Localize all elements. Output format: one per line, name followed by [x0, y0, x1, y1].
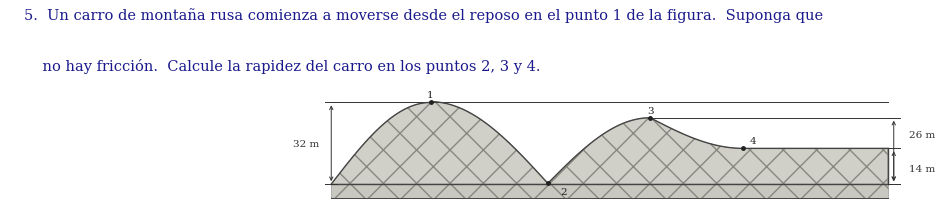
Text: 26 m: 26 m [909, 130, 935, 139]
Text: 32 m: 32 m [293, 139, 320, 148]
Polygon shape [331, 102, 887, 184]
Text: 14 m: 14 m [909, 164, 935, 173]
Text: 2: 2 [560, 187, 567, 196]
Text: no hay fricción.  Calcule la rapidez del carro en los puntos 2, 3 y 4.: no hay fricción. Calcule la rapidez del … [24, 59, 540, 74]
Text: 1: 1 [427, 91, 434, 100]
Text: 4: 4 [749, 136, 756, 145]
Text: 3: 3 [647, 106, 653, 115]
Polygon shape [331, 184, 887, 198]
Text: 5.  Un carro de montaña rusa comienza a moverse desde el reposo en el punto 1 de: 5. Un carro de montaña rusa comienza a m… [24, 8, 822, 23]
